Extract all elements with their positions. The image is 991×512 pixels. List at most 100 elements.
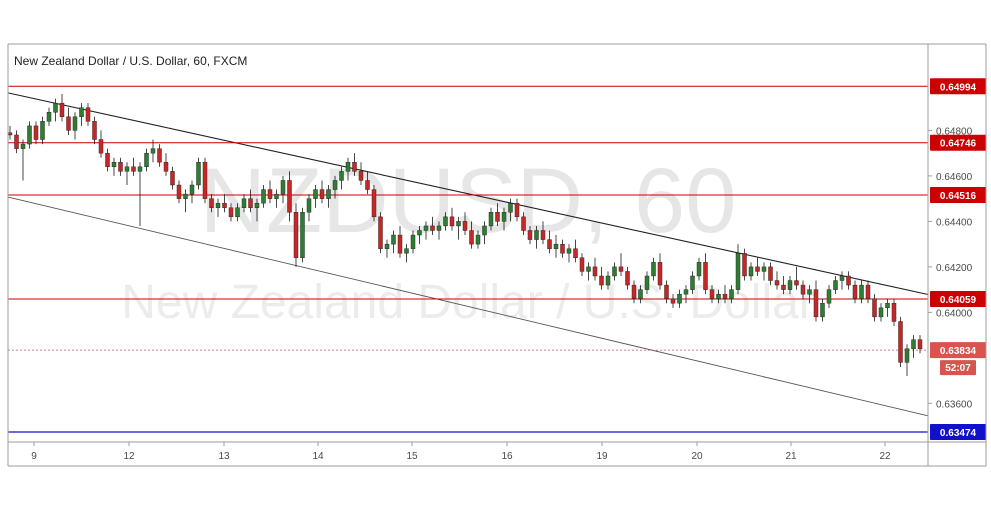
level-price-tag: [930, 290, 986, 307]
chart-title: New Zealand Dollar / U.S. Dollar, 60, FX…: [14, 54, 247, 68]
x-tick-label: 13: [218, 451, 230, 462]
y-tick-label: 0.64000: [936, 308, 973, 319]
trendline-lower: [7, 196, 929, 417]
candle-body: [911, 339, 916, 349]
candle-body: [365, 180, 370, 190]
candle-body: [573, 248, 578, 258]
candle-body: [534, 230, 539, 240]
y-tick-label: 0.63600: [936, 399, 973, 410]
y-tick-label: 0.64400: [936, 217, 973, 228]
level-price-tag: [930, 423, 986, 440]
candle-body: [92, 121, 97, 140]
candle-body: [27, 125, 32, 145]
candle-body: [527, 230, 533, 240]
candle-body: [404, 248, 409, 254]
candle-body: [40, 121, 45, 140]
candle-body: [202, 162, 208, 199]
candle-body: [644, 275, 650, 290]
candle-body: [885, 303, 890, 309]
candle-body: [170, 171, 175, 186]
candle-body: [625, 271, 630, 286]
countdown-tag: [940, 360, 976, 376]
candles: [7, 94, 923, 377]
candle-body: [709, 289, 715, 299]
candle-body: [586, 266, 591, 272]
candle-body: [891, 303, 897, 322]
candle-body: [384, 243, 390, 249]
candle-body: [618, 266, 624, 272]
candle-body: [241, 198, 247, 208]
candle-body: [358, 171, 364, 181]
candle-body: [852, 284, 858, 299]
candle-body: [189, 184, 195, 195]
candle-body: [85, 107, 91, 122]
candle-body: [755, 266, 760, 272]
trendline-upper: [7, 92, 929, 296]
candle-body: [553, 243, 559, 249]
axes: 0.64800 0.64600 0.64400 0.64200 0.64000 0.636…: [31, 126, 972, 462]
candle-body: [371, 189, 377, 218]
candle-body: [859, 284, 864, 299]
candle-body: [397, 234, 403, 254]
plot-frame: [7, 43, 987, 467]
level-price-label: 0.64059: [940, 295, 977, 306]
candle-body: [280, 180, 286, 195]
candle-body: [131, 166, 136, 172]
candle-body: [826, 289, 832, 304]
candle-body: [79, 107, 84, 117]
candle-body: [774, 280, 780, 286]
candle-body: [566, 248, 572, 254]
candle-body: [651, 262, 656, 277]
candle-body: [209, 198, 214, 208]
y-tick-label: 0.64800: [936, 126, 973, 137]
candle-body: [878, 307, 884, 318]
x-tick-label: 15: [406, 451, 418, 462]
candle-body: [612, 266, 617, 277]
candle-body: [319, 189, 325, 199]
candle-body: [287, 180, 292, 213]
x-tick-label: 14: [312, 451, 324, 462]
level-price-label: 0.64746: [940, 139, 977, 150]
candle-body: [846, 275, 851, 286]
candle-body: [683, 289, 689, 295]
candle-body: [378, 216, 383, 249]
candle-body: [14, 134, 19, 149]
candle-body: [696, 262, 702, 277]
candle-body: [313, 189, 318, 199]
horizontal-levels: 0.64994 0.64746 0.64516 0.64059 0.63474 0.638…: [8, 78, 986, 440]
candle-body: [46, 112, 52, 122]
candle-body: [196, 162, 201, 186]
candle-body: [215, 202, 221, 208]
candle-body: [839, 275, 845, 281]
candle-body: [521, 216, 526, 231]
candle-body: [235, 207, 240, 218]
candle-body: [228, 207, 234, 218]
candle-body: [300, 212, 305, 258]
candle-body: [33, 125, 39, 140]
level-price-tag: [930, 78, 986, 95]
candle-body: [664, 284, 669, 299]
candle-body: [716, 293, 721, 299]
x-tick-label: 12: [123, 451, 135, 462]
candle-body: [508, 202, 513, 213]
candle-body: [118, 162, 123, 172]
candle-body: [631, 284, 637, 299]
candle-body: [592, 266, 598, 277]
candle-body: [742, 253, 747, 277]
candle-body: [488, 212, 494, 227]
candle-body: [391, 234, 396, 245]
candle-body: [482, 225, 487, 236]
candle-body: [540, 230, 546, 240]
level-price-label: 0.64516: [940, 191, 977, 202]
candle-body: [501, 212, 507, 222]
candle-body: [443, 216, 448, 227]
candle-body: [787, 280, 793, 290]
watermark: NZDUSD, 60 New Zealand Dollar / U.S. Dol…: [121, 150, 815, 329]
candle-body: [833, 280, 838, 290]
level-price-label: 0.64994: [940, 82, 977, 93]
candle-body: [20, 143, 26, 149]
candle-body: [274, 193, 279, 199]
candle-body: [768, 266, 773, 281]
